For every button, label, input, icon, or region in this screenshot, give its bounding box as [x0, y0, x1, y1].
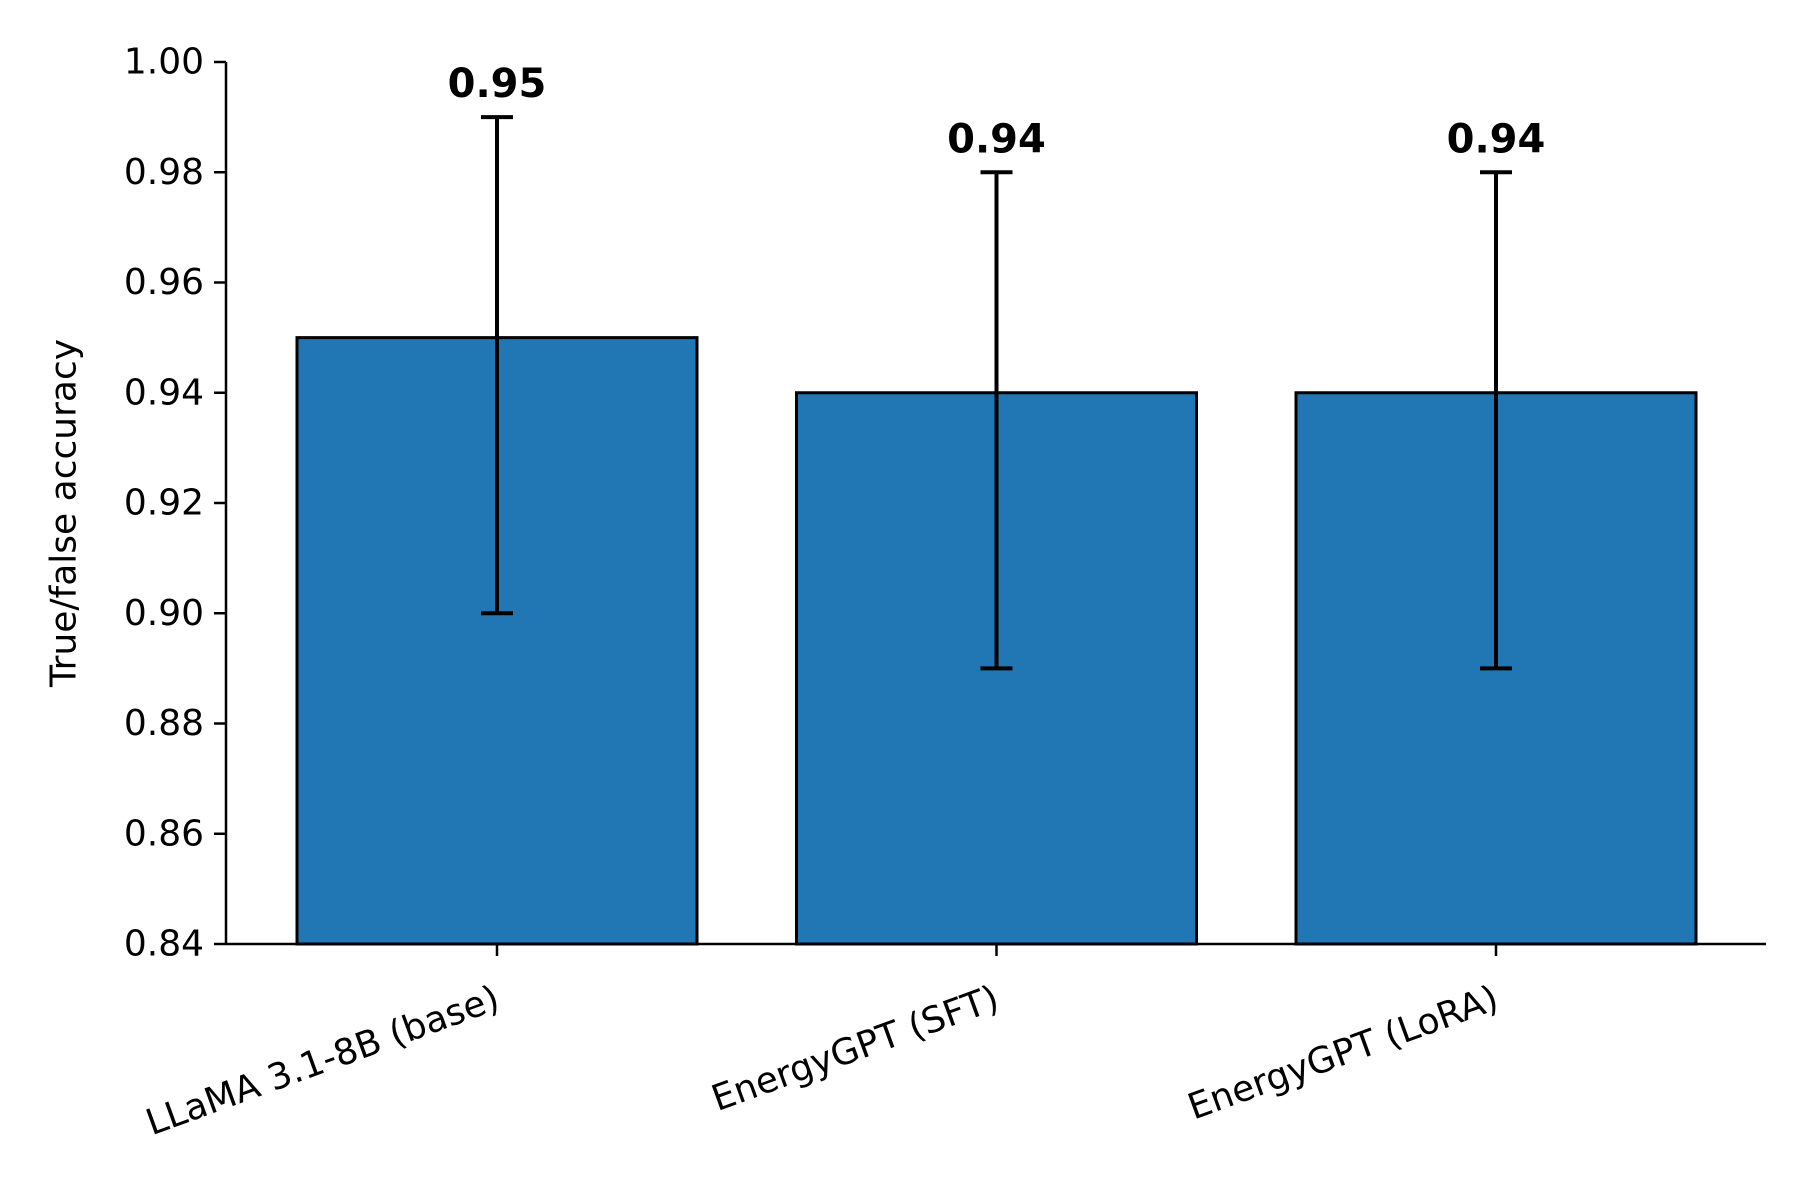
data-label-1: 0.94 [947, 116, 1046, 162]
y-tick-label-6: 0.96 [124, 262, 204, 303]
y-axis-label: True/false accuracy [44, 339, 85, 688]
y-tick-label-7: 0.98 [124, 152, 204, 193]
y-tick-label-1: 0.86 [124, 813, 204, 854]
x-tick-label-1: EnergyGPT (SFT) [706, 978, 1004, 1120]
x-tick-label-2: EnergyGPT (LoRA) [1183, 978, 1504, 1128]
y-tick-label-3: 0.90 [124, 593, 204, 634]
data-label-0: 0.95 [448, 61, 547, 107]
y-tick-label-4: 0.92 [124, 483, 204, 524]
axes-layer [214, 60, 1766, 956]
y-tick-label-2: 0.88 [124, 703, 204, 744]
data-label-2: 0.94 [1447, 116, 1546, 162]
y-tick-label-8: 1.00 [124, 42, 204, 83]
y-tick-label-5: 0.94 [124, 372, 204, 413]
x-tick-label-0: LLaMA 3.1-8B (base) [141, 978, 505, 1144]
y-tick-label-0: 0.84 [124, 924, 204, 965]
error-bars-layer [481, 115, 1512, 671]
